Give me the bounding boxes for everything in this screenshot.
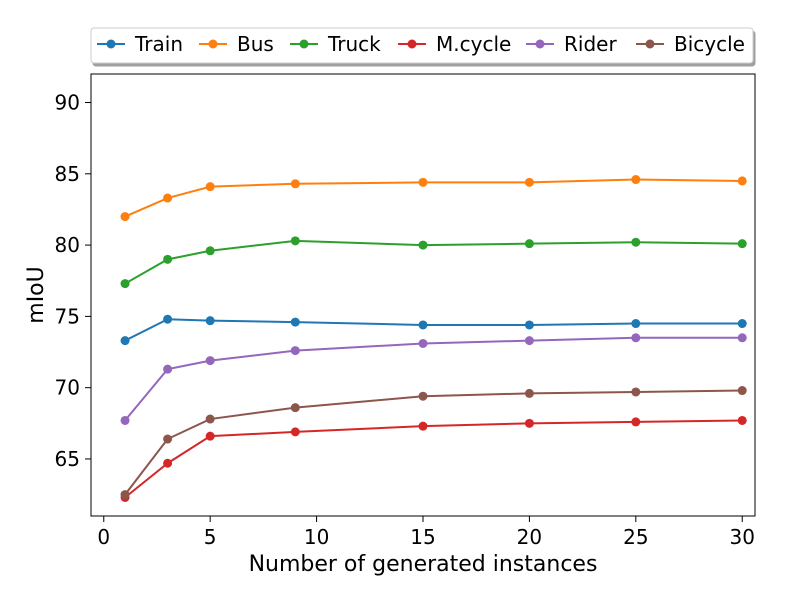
- x-tick-label: 5: [204, 525, 217, 549]
- y-tick-label: 70: [55, 376, 80, 400]
- data-point-bicycle: [120, 490, 130, 500]
- data-point-rider: [205, 356, 215, 366]
- data-point-truck: [524, 239, 534, 249]
- series-train: [120, 314, 747, 346]
- data-point-bicycle: [418, 391, 428, 401]
- y-tick-label: 85: [55, 162, 80, 186]
- series-layer: [120, 175, 747, 502]
- data-point-rider: [290, 346, 300, 356]
- data-point-truck: [163, 254, 173, 264]
- series-line-train: [124, 318, 743, 342]
- data-point-bicycle: [631, 387, 641, 397]
- series-truck: [120, 236, 747, 289]
- x-tick-label: 25: [623, 525, 648, 549]
- legend: Train Bus Truck M.cycle Rider Bicycle: [90, 27, 754, 64]
- data-point-bicycle: [737, 386, 747, 396]
- data-point-rider: [631, 333, 641, 343]
- data-point-rider: [120, 415, 130, 425]
- data-point-bus: [290, 179, 300, 189]
- data-point-bicycle: [290, 403, 300, 413]
- series-bus: [120, 175, 747, 222]
- data-point-train: [163, 314, 173, 324]
- data-point-truck: [120, 279, 130, 289]
- data-point-bus: [418, 177, 428, 187]
- legend-label: M.cycle: [436, 32, 511, 56]
- data-point-bus: [205, 182, 215, 192]
- series-line-bus: [124, 178, 743, 218]
- y-tick-label: 80: [55, 233, 80, 257]
- legend-entry-train: Train: [97, 32, 183, 56]
- legend-entry-bus: Bus: [199, 32, 274, 56]
- series-m-cycle: [120, 415, 747, 502]
- series-line-bicycle: [124, 389, 743, 496]
- series-line-rider: [124, 336, 743, 422]
- data-point-truck: [631, 237, 641, 247]
- legend-entry-rider: Rider: [526, 32, 617, 56]
- x-tick-label: 10: [304, 525, 329, 549]
- data-point-rider: [163, 364, 173, 374]
- x-tick-label: 30: [730, 525, 755, 549]
- data-point-m-cycle: [418, 421, 428, 431]
- data-point-train: [290, 317, 300, 327]
- y-tick-label: 75: [55, 304, 80, 328]
- data-point-bicycle: [205, 414, 215, 424]
- legend-label: Train: [134, 32, 183, 56]
- data-point-train: [524, 320, 534, 330]
- y-tick-label: 90: [55, 91, 80, 115]
- data-point-rider: [418, 338, 428, 348]
- legend-label: Truck: [327, 32, 381, 56]
- legend-entry-bicycle: Bicycle: [636, 32, 745, 56]
- x-tick-label: 0: [97, 525, 110, 549]
- series-bicycle: [120, 386, 747, 500]
- data-point-m-cycle: [290, 427, 300, 437]
- legend-marker: [208, 39, 218, 49]
- y-tick-label: 65: [55, 447, 80, 471]
- x-axis-label: Number of generated instances: [249, 552, 598, 577]
- legend-marker: [645, 39, 655, 49]
- series-rider: [120, 333, 747, 425]
- data-point-m-cycle: [163, 458, 173, 468]
- data-point-bus: [737, 176, 747, 186]
- series-line-truck: [124, 239, 743, 285]
- data-point-train: [737, 319, 747, 329]
- data-point-truck: [737, 239, 747, 249]
- data-point-bus: [524, 177, 534, 187]
- data-point-truck: [205, 246, 215, 256]
- legend-entry-m-cycle: M.cycle: [398, 32, 511, 56]
- x-tick-label: 15: [410, 525, 435, 549]
- legend-label: Bus: [237, 32, 274, 56]
- y-axis-ticks: 65 70 75 80 85 90: [55, 91, 91, 471]
- series-line-m-cycle: [124, 419, 743, 499]
- data-point-bus: [631, 175, 641, 185]
- data-point-rider: [524, 336, 534, 346]
- legend-label: Rider: [564, 32, 617, 56]
- data-point-m-cycle: [631, 417, 641, 427]
- data-point-bicycle: [524, 388, 534, 398]
- legend-label: Bicycle: [674, 32, 745, 56]
- data-point-bus: [163, 193, 173, 203]
- x-axis-ticks: 0 5 10 15 20 25 30: [97, 516, 755, 549]
- data-point-rider: [737, 333, 747, 343]
- data-point-truck: [290, 236, 300, 246]
- legend-marker: [106, 39, 116, 49]
- data-point-train: [631, 319, 641, 329]
- data-point-bus: [120, 212, 130, 222]
- data-point-train: [120, 336, 130, 346]
- legend-marker: [299, 39, 309, 49]
- legend-marker: [407, 39, 417, 49]
- y-axis-label: mIoU: [24, 266, 49, 323]
- data-point-m-cycle: [524, 418, 534, 428]
- data-point-truck: [418, 240, 428, 250]
- legend-marker: [535, 39, 545, 49]
- data-point-bicycle: [163, 434, 173, 444]
- legend-entry-truck: Truck: [290, 32, 381, 56]
- legend-box: [90, 27, 754, 64]
- data-point-m-cycle: [737, 415, 747, 425]
- data-point-train: [418, 320, 428, 330]
- data-point-m-cycle: [205, 431, 215, 441]
- x-tick-label: 20: [517, 525, 542, 549]
- data-point-train: [205, 316, 215, 326]
